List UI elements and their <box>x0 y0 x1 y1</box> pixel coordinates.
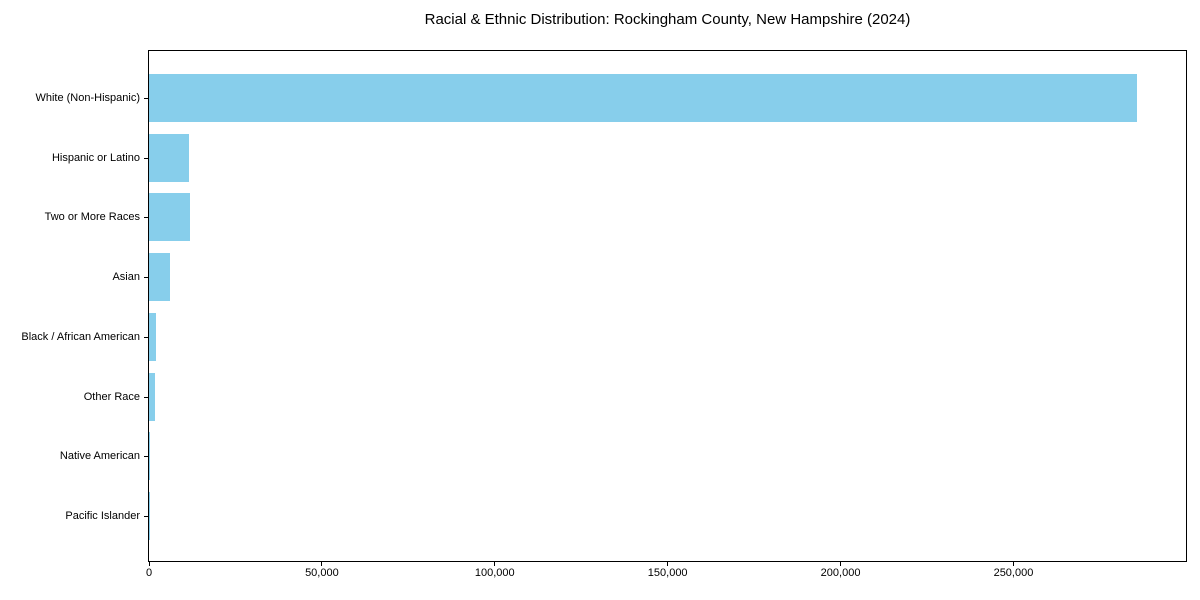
y-tick-mark <box>144 336 148 338</box>
y-axis-label: Asian <box>112 271 140 284</box>
bar-asian <box>149 253 170 302</box>
y-tick-mark <box>144 98 148 99</box>
y-tick-mark <box>144 217 148 219</box>
y-axis-label: Black / African American <box>21 330 140 343</box>
x-tick-label: 50,000 <box>305 567 339 579</box>
bar-other-race <box>149 372 156 421</box>
x-tick-mark <box>840 562 842 566</box>
plot-area <box>148 50 1187 562</box>
bar-hispanic-or-latino <box>149 133 190 182</box>
x-tick-label: 0 <box>145 567 153 579</box>
y-tick-mark <box>144 456 148 458</box>
x-tick-label: 100,000 <box>474 567 515 579</box>
x-tick-mark <box>667 562 669 566</box>
x-tick-mark <box>148 562 150 566</box>
y-tick-mark <box>144 396 148 398</box>
y-axis-label: Hispanic or Latino <box>51 151 140 164</box>
y-tick-mark <box>144 277 148 279</box>
x-tick-mark <box>494 562 496 566</box>
x-tick-label: 200,000 <box>820 567 861 579</box>
bar-black-african-american <box>149 312 156 361</box>
y-axis-label: Other Race <box>83 390 140 403</box>
x-tick-label: 250,000 <box>993 567 1034 579</box>
bar-two-or-more-races <box>149 193 191 242</box>
bar-native-american <box>149 432 150 481</box>
x-tick-mark <box>321 562 323 566</box>
y-axis-label: White (Non-Hispanic) <box>35 92 140 104</box>
bar-white-non-hispanic <box>149 74 1137 122</box>
x-tick-label: 150,000 <box>647 567 688 579</box>
y-tick-mark <box>144 157 148 159</box>
y-axis-label: Pacific Islander <box>65 509 140 522</box>
y-axis-label: Two or More Races <box>44 211 140 224</box>
x-tick-mark <box>1012 562 1014 566</box>
y-axis-label: Native American <box>59 450 140 463</box>
chart-title: Racial & Ethnic Distribution: Rockingham… <box>424 11 911 28</box>
y-tick-mark <box>144 515 148 517</box>
